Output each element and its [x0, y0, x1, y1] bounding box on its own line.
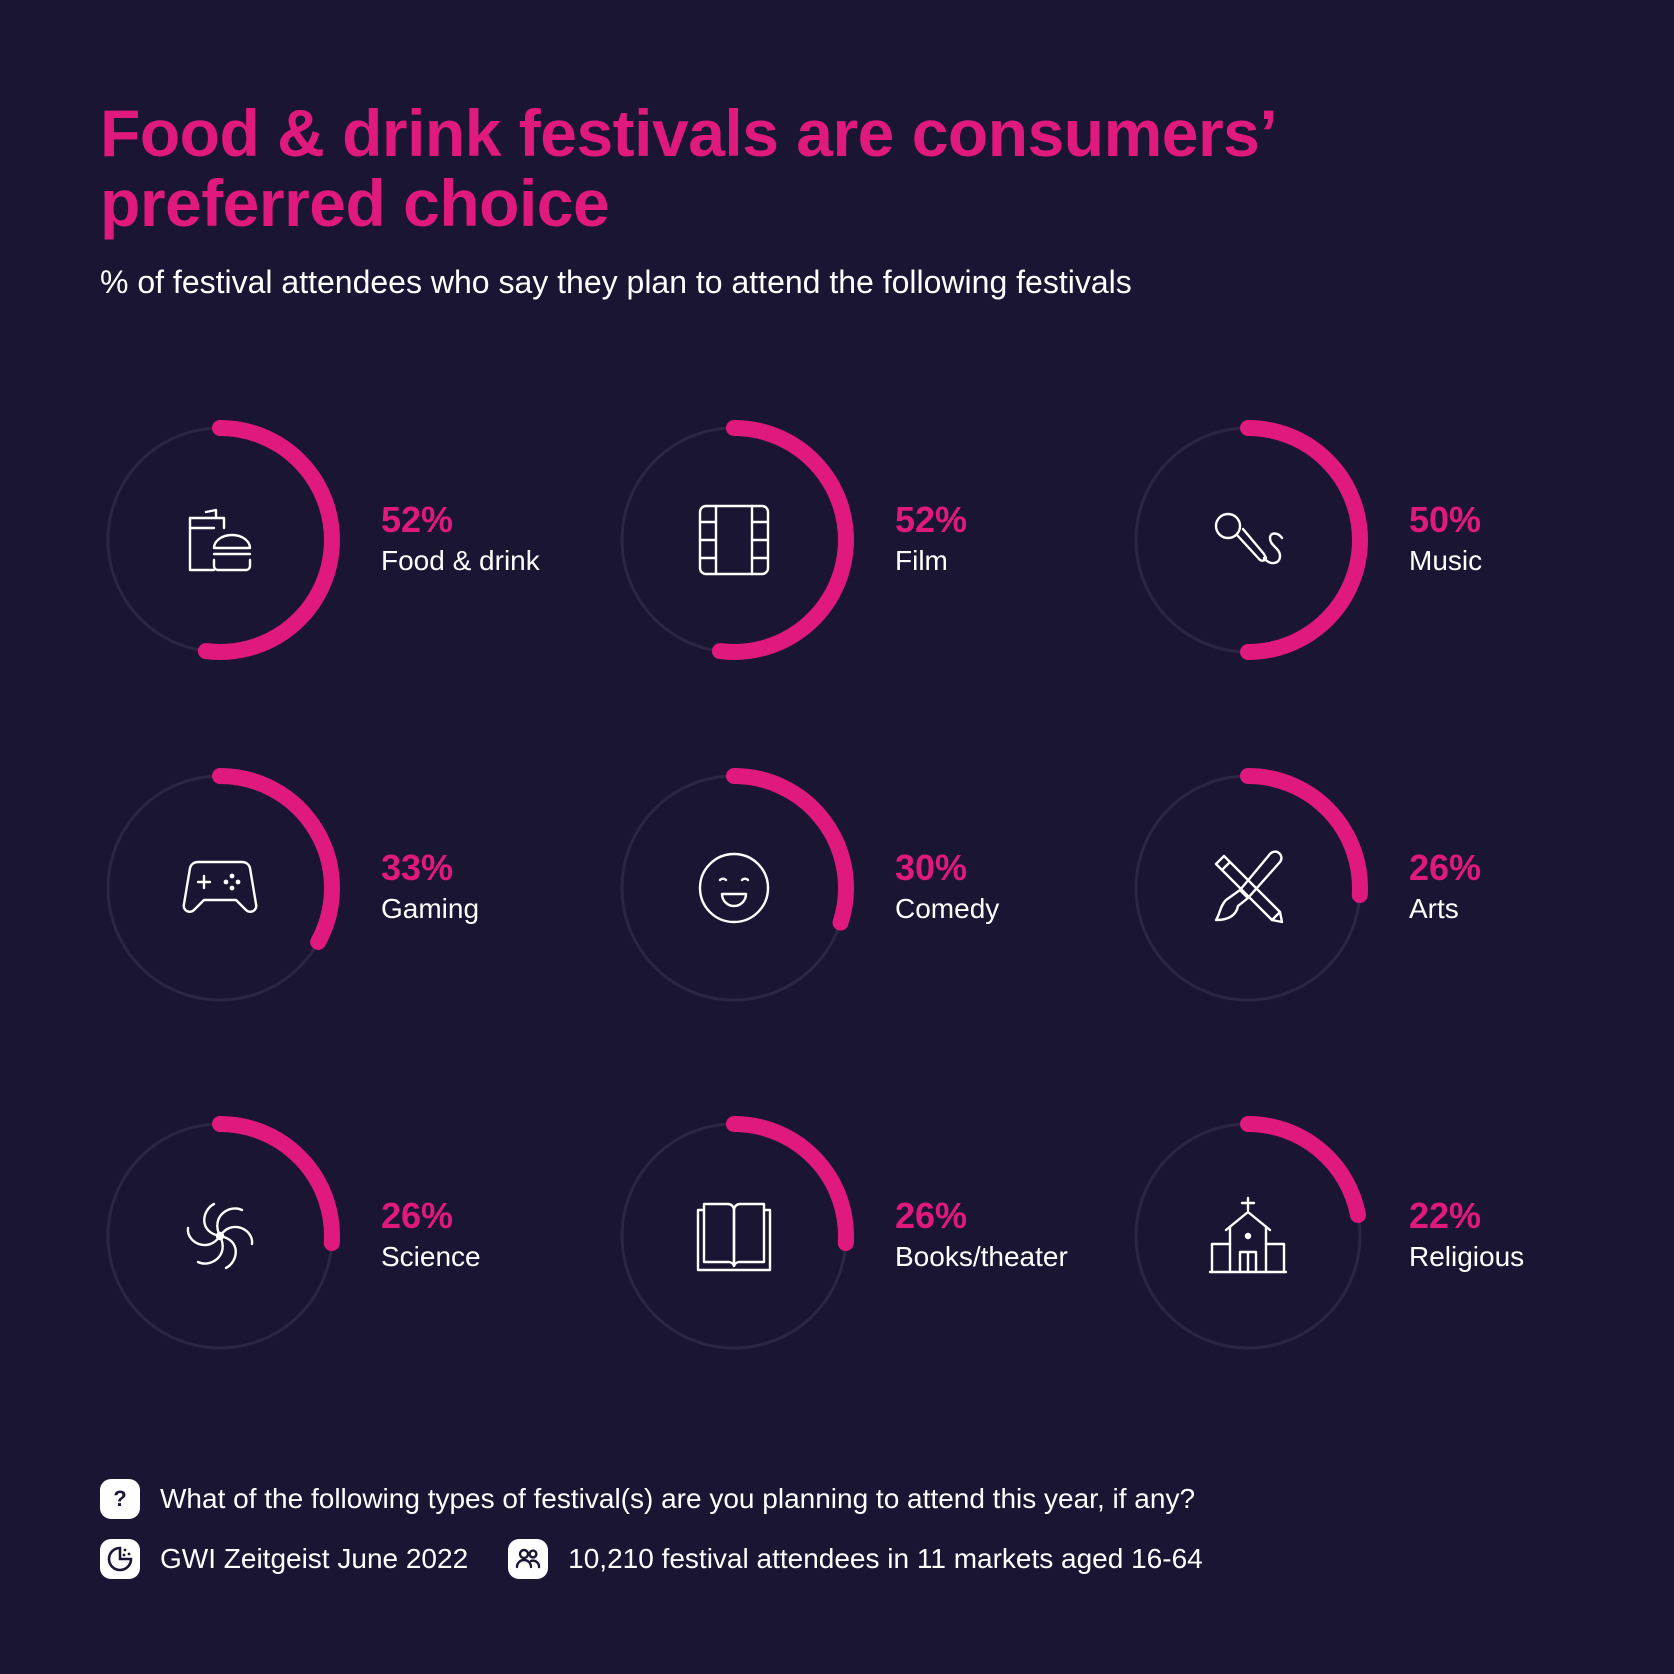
chart-item: 50% Music — [1028, 420, 1542, 670]
value-label: 30% — [895, 847, 968, 888]
smiley-icon — [698, 852, 770, 924]
ring-arc — [726, 768, 854, 931]
progress-ring — [106, 420, 340, 660]
sample-text: 10,210 festival attendees in 11 markets … — [568, 1543, 1203, 1574]
ring-arc — [726, 1116, 854, 1252]
category-label: Arts — [1409, 893, 1459, 924]
ring-arc — [1240, 768, 1368, 904]
chart-item: 22% Religious — [1028, 1116, 1542, 1366]
gamepad-icon — [182, 860, 258, 913]
category-label: Books/theater — [895, 1241, 1068, 1272]
progress-ring — [1134, 420, 1368, 660]
category-label: Gaming — [381, 893, 480, 924]
pencil-brush-icon — [1214, 850, 1284, 924]
page-subtitle: % of festival attendees who say they pla… — [100, 264, 1132, 300]
progress-ring — [620, 768, 854, 1002]
ring-arc — [197, 420, 340, 660]
chart-item: 30% Comedy — [514, 768, 1028, 1018]
page-title: Food & drink festivals are consumers’ pr… — [100, 96, 1274, 240]
ring-arc — [212, 768, 340, 950]
atom-icon — [186, 1202, 254, 1270]
chart-item: 26% Books/theater — [514, 1116, 1068, 1366]
food-drink-icon — [188, 508, 252, 572]
value-label: 26% — [895, 1195, 968, 1236]
value-label: 22% — [1409, 1195, 1482, 1236]
question-text: What of the following types of festival(… — [160, 1483, 1196, 1514]
source-text: GWI Zeitgeist June 2022 — [160, 1543, 469, 1574]
people-icon — [508, 1539, 549, 1579]
microphone-icon — [1214, 512, 1284, 565]
chart-item: 26% Science — [0, 1116, 514, 1366]
chart-item: 26% Arts — [1028, 768, 1542, 1018]
church-icon — [1208, 1196, 1288, 1274]
question-icon: ? — [100, 1479, 140, 1519]
progress-ring — [620, 420, 854, 660]
category-label: Film — [895, 545, 948, 576]
category-label: Religious — [1409, 1241, 1525, 1272]
chart-item: 52% Food & drink — [0, 420, 540, 670]
value-label: 26% — [381, 1195, 454, 1236]
ring-arc — [1240, 1116, 1367, 1224]
value-label: 33% — [381, 847, 454, 888]
film-icon — [698, 504, 770, 576]
progress-ring — [106, 1116, 340, 1350]
gwi-logo-icon — [100, 1539, 140, 1579]
value-label: 26% — [1409, 847, 1482, 888]
category-label: Science — [381, 1241, 481, 1272]
progress-ring — [1134, 1116, 1367, 1350]
progress-ring — [106, 768, 340, 1002]
book-icon — [696, 1202, 772, 1272]
value-label: 52% — [381, 499, 454, 540]
ring-arc — [212, 1116, 340, 1252]
value-label: 50% — [1409, 499, 1482, 540]
value-label: 52% — [895, 499, 968, 540]
category-label: Food & drink — [381, 545, 540, 576]
progress-ring — [1134, 768, 1368, 1002]
chart-item: 52% Film — [514, 420, 1028, 670]
chart-item: 33% Gaming — [0, 768, 514, 1018]
ring-arc — [711, 420, 854, 660]
footer-question: ? What of the following types of festiva… — [100, 1479, 1195, 1519]
category-label: Music — [1409, 545, 1483, 576]
category-label: Comedy — [895, 893, 1000, 924]
ring-arc — [1240, 420, 1368, 660]
footer-meta: GWI Zeitgeist June 2022 10,210 festival … — [100, 1539, 1203, 1579]
progress-ring — [620, 1116, 854, 1350]
